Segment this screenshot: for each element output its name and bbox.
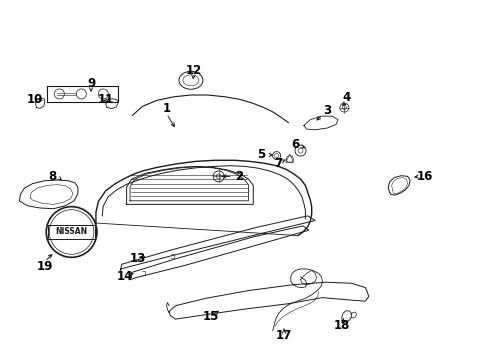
Text: 6: 6 xyxy=(291,138,299,150)
Text: 11: 11 xyxy=(97,93,114,106)
Text: 17: 17 xyxy=(275,329,291,342)
Text: 19: 19 xyxy=(37,260,53,273)
Text: 13: 13 xyxy=(129,252,145,265)
Text: 16: 16 xyxy=(416,170,432,183)
Text: 3: 3 xyxy=(323,104,331,117)
Text: 7: 7 xyxy=(274,157,282,170)
Text: 15: 15 xyxy=(202,310,218,323)
Text: 4: 4 xyxy=(342,91,350,104)
Text: 8: 8 xyxy=(48,170,56,183)
Bar xyxy=(48,225,95,239)
Text: 9: 9 xyxy=(87,77,95,90)
Text: 5: 5 xyxy=(257,148,265,161)
Text: 10: 10 xyxy=(27,93,43,106)
Text: 1: 1 xyxy=(162,102,170,115)
Text: 18: 18 xyxy=(333,319,349,332)
Text: NISSAN: NISSAN xyxy=(56,228,87,237)
Text: 12: 12 xyxy=(185,64,201,77)
Text: 14: 14 xyxy=(117,270,133,283)
Text: 2: 2 xyxy=(235,170,243,183)
